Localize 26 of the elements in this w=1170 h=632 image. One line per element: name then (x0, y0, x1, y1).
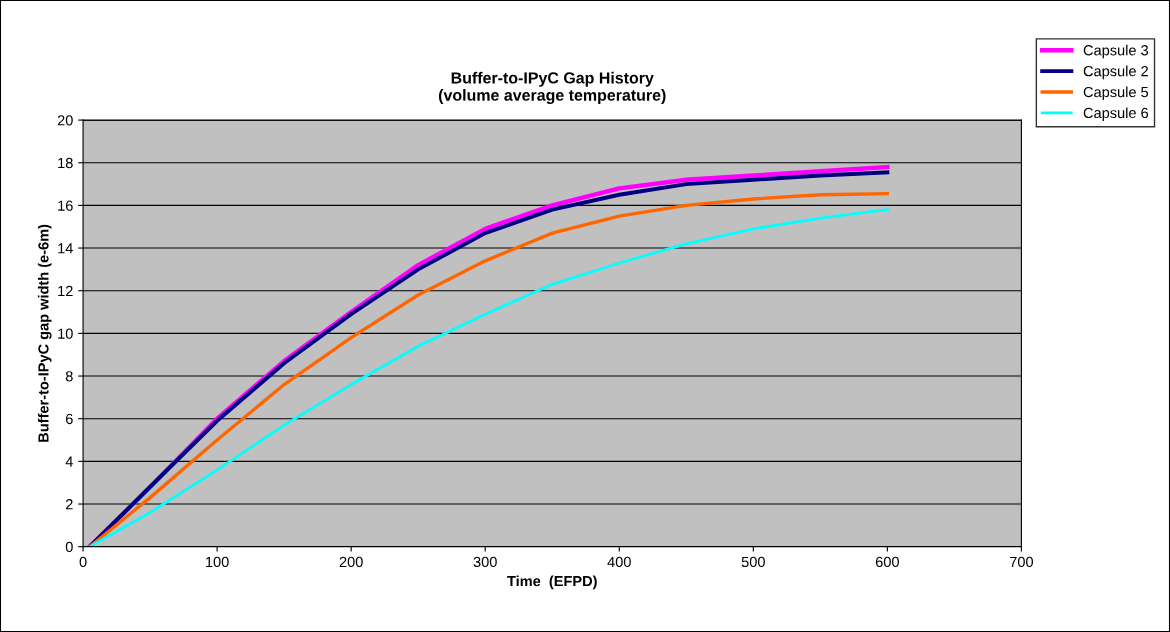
y-tick-label: 20 (57, 115, 73, 126)
y-tick-label: 8 (65, 371, 73, 382)
y-tick-label: 12 (58, 285, 73, 296)
y-tick-label: 4 (65, 456, 73, 467)
x-tick-label: 200 (339, 556, 363, 568)
y-tick-label: 2 (65, 499, 73, 510)
legend-label: Capsule 3 (1083, 44, 1149, 59)
y-axis-title: Buffer-to-IPyC gap width (e-6m) (37, 224, 52, 442)
y-tick-label: 18 (58, 157, 73, 169)
x-tick-label: 100 (206, 556, 229, 568)
x-axis-title: Time (EFPD) (507, 575, 597, 590)
x-tick-label: 700 (1009, 556, 1034, 568)
y-tick-label: 0 (65, 541, 73, 553)
x-tick-label: 500 (741, 556, 765, 568)
x-tick-label: 300 (473, 556, 497, 568)
x-tick-label: 600 (875, 556, 899, 568)
legend-label: Capsule 2 (1083, 65, 1148, 80)
y-tick-label: 10 (58, 328, 73, 339)
legend-label: Capsule 5 (1083, 86, 1149, 101)
y-tick-label: 16 (58, 200, 73, 211)
x-tick-label: 400 (607, 556, 631, 568)
legend-label: Capsule 6 (1083, 107, 1149, 121)
chart-title: Buffer-to-IPyC Gap History (volume average temperature) (438, 71, 666, 105)
x-tick-label: 0 (79, 556, 87, 568)
y-tick-label: 14 (58, 243, 73, 254)
y-tick-label: 6 (65, 413, 73, 425)
